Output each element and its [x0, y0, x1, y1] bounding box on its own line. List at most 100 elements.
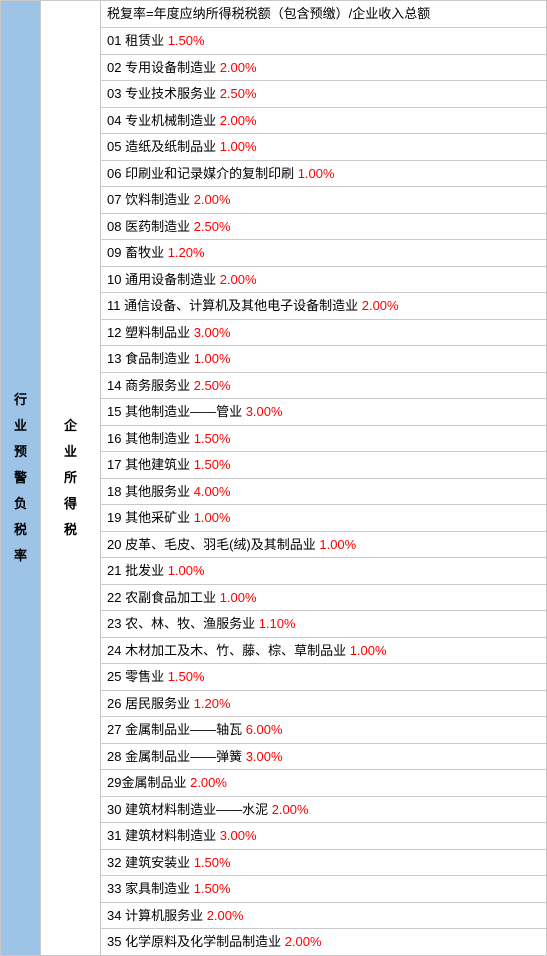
row-industry: 农、林、牧、渔服务业 [125, 616, 259, 631]
row-number: 01 [107, 33, 125, 48]
table-row: 35 化学原料及化学制品制造业 2.00% [101, 929, 546, 955]
row-rate: 2.50% [220, 86, 257, 101]
row-number: 14 [107, 378, 125, 393]
row-industry: 计算机服务业 [125, 908, 207, 923]
row-number: 24 [107, 643, 125, 658]
row-industry: 零售业 [125, 669, 168, 684]
row-industry: 居民服务业 [125, 696, 194, 711]
mid-column: 企业所得税 [41, 1, 101, 955]
row-number: 21 [107, 563, 125, 578]
row-number: 08 [107, 219, 125, 234]
table-row: 11 通信设备、计算机及其他电子设备制造业 2.00% [101, 293, 546, 320]
row-industry: 其他制造业——管业 [125, 404, 246, 419]
table-row: 16 其他制造业 1.50% [101, 426, 546, 453]
row-number: 19 [107, 510, 125, 525]
row-industry: 租赁业 [125, 33, 168, 48]
row-rate: 2.00% [194, 192, 231, 207]
row-industry: 专业技术服务业 [125, 86, 220, 101]
right-column: 税复率=年度应纳所得税税额（包含预缴）/企业收入总额 01 租赁业 1.50%0… [101, 1, 546, 955]
row-rate: 2.00% [362, 298, 399, 313]
row-number: 27 [107, 722, 125, 737]
rows-container: 01 租赁业 1.50%02 专用设备制造业 2.00%03 专业技术服务业 2… [101, 28, 546, 955]
row-number: 34 [107, 908, 125, 923]
table-row: 13 食品制造业 1.00% [101, 346, 546, 373]
row-rate: 2.50% [194, 378, 231, 393]
row-rate: 1.00% [220, 139, 257, 154]
table-row: 31 建筑材料制造业 3.00% [101, 823, 546, 850]
row-rate: 1.20% [168, 245, 205, 260]
table-row: 14 商务服务业 2.50% [101, 373, 546, 400]
row-industry: 批发业 [125, 563, 168, 578]
table-row: 17 其他建筑业 1.50% [101, 452, 546, 479]
table-row: 15 其他制造业——管业 3.00% [101, 399, 546, 426]
row-rate: 1.00% [194, 351, 231, 366]
table-row: 03 专业技术服务业 2.50% [101, 81, 546, 108]
row-industry: 其他服务业 [125, 484, 194, 499]
row-industry: 皮革、毛皮、羽毛(绒)及其制品业 [125, 537, 319, 552]
row-industry: 专用设备制造业 [125, 60, 220, 75]
row-number: 35 [107, 934, 125, 949]
table-row: 27 金属制品业——轴瓦 6.00% [101, 717, 546, 744]
row-industry: 家具制造业 [125, 881, 194, 896]
row-industry: 金属制品业 [121, 775, 190, 790]
row-industry: 其他采矿业 [125, 510, 194, 525]
row-industry: 畜牧业 [125, 245, 168, 260]
row-rate: 1.50% [194, 457, 231, 472]
row-number: 33 [107, 881, 125, 896]
row-number: 23 [107, 616, 125, 631]
row-rate: 1.50% [168, 669, 205, 684]
row-rate: 2.00% [220, 113, 257, 128]
table-row: 24 木材加工及木、竹、藤、棕、草制品业 1.00% [101, 638, 546, 665]
row-rate: 1.00% [298, 166, 335, 181]
table-row: 20 皮革、毛皮、羽毛(绒)及其制品业 1.00% [101, 532, 546, 559]
row-industry: 医药制造业 [125, 219, 194, 234]
row-industry: 塑料制品业 [125, 325, 194, 340]
row-rate: 6.00% [246, 722, 283, 737]
table-row: 25 零售业 1.50% [101, 664, 546, 691]
row-rate: 3.00% [220, 828, 257, 843]
table-row: 19 其他采矿业 1.00% [101, 505, 546, 532]
row-number: 25 [107, 669, 125, 684]
row-rate: 3.00% [246, 404, 283, 419]
row-industry: 其他制造业 [125, 431, 194, 446]
row-number: 18 [107, 484, 125, 499]
row-number: 04 [107, 113, 125, 128]
row-rate: 1.00% [220, 590, 257, 605]
row-industry: 造纸及纸制品业 [125, 139, 220, 154]
mid-vertical-label: 企业所得税 [64, 413, 77, 543]
row-rate: 1.00% [350, 643, 387, 658]
row-number: 20 [107, 537, 125, 552]
table-row: 07 饮料制造业 2.00% [101, 187, 546, 214]
row-rate: 2.00% [272, 802, 309, 817]
table-row: 04 专业机械制造业 2.00% [101, 108, 546, 135]
row-rate: 1.00% [194, 510, 231, 525]
row-number: 07 [107, 192, 125, 207]
row-rate: 2.50% [194, 219, 231, 234]
row-rate: 1.00% [168, 563, 205, 578]
row-industry: 商务服务业 [125, 378, 194, 393]
row-number: 11 [107, 298, 124, 313]
table-row: 18 其他服务业 4.00% [101, 479, 546, 506]
row-number: 17 [107, 457, 125, 472]
row-rate: 2.00% [207, 908, 244, 923]
row-number: 10 [107, 272, 125, 287]
row-rate: 3.00% [194, 325, 231, 340]
row-industry: 专业机械制造业 [125, 113, 220, 128]
table-row: 21 批发业 1.00% [101, 558, 546, 585]
table-row: 33 家具制造业 1.50% [101, 876, 546, 903]
table-row: 10 通用设备制造业 2.00% [101, 267, 546, 294]
row-rate: 1.10% [259, 616, 296, 631]
row-industry: 金属制品业——轴瓦 [125, 722, 246, 737]
row-industry: 建筑材料制造业 [125, 828, 220, 843]
table-row: 23 农、林、牧、渔服务业 1.10% [101, 611, 546, 638]
row-industry: 农副食品加工业 [125, 590, 220, 605]
row-number: 09 [107, 245, 125, 260]
row-rate: 2.00% [190, 775, 227, 790]
row-number: 29 [107, 775, 121, 790]
row-industry: 食品制造业 [125, 351, 194, 366]
row-number: 15 [107, 404, 125, 419]
row-rate: 3.00% [246, 749, 283, 764]
table-row: 09 畜牧业 1.20% [101, 240, 546, 267]
row-rate: 1.50% [194, 881, 231, 896]
row-number: 12 [107, 325, 125, 340]
